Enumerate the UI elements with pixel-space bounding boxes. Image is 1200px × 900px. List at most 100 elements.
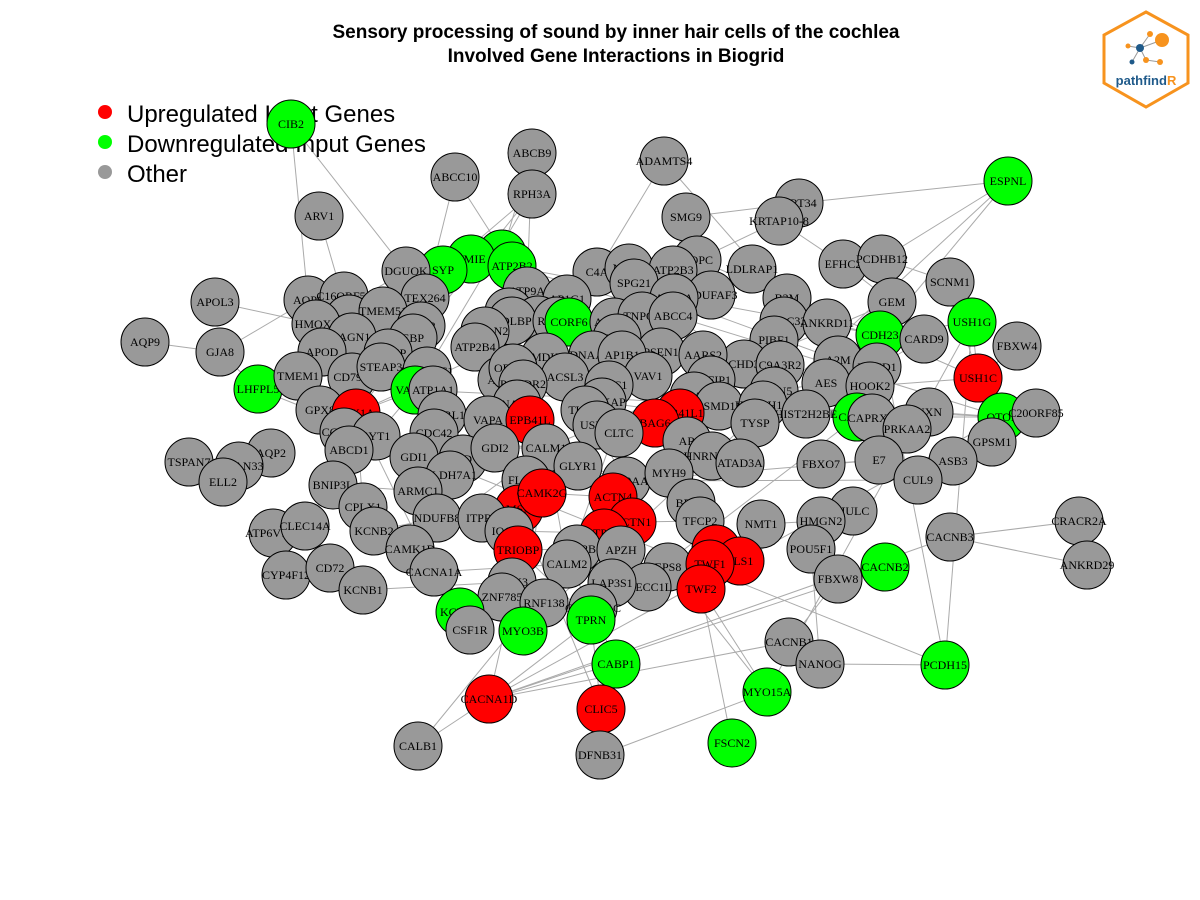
gene-node-cacnb3: CACNB3: [925, 512, 975, 562]
gene-node-label: ATP2B4: [454, 340, 495, 354]
gene-node-circle: [947, 297, 997, 347]
gene-node-label: RNF138: [523, 596, 564, 610]
gene-node-calb1: CALB1: [393, 721, 443, 771]
gene-node-circle: [953, 353, 1003, 403]
gene-node-cib2: CIB2: [266, 99, 316, 149]
gene-node-cacna1a: CACNA1A: [406, 547, 463, 597]
gene-node-label: SYP: [432, 263, 454, 277]
nodes-layer: CIB2ABCB9ADAMTS4ABCC10RPH3AESPNLKRT34ARV…: [120, 99, 1115, 780]
gene-node-label: PSMD11: [697, 399, 741, 413]
gene-node-label: USH1C: [959, 371, 997, 385]
gene-node-prkaa2: PRKAA2: [882, 404, 932, 454]
gene-node-label: HULC: [837, 504, 870, 518]
gene-node-label: ABCC10: [433, 170, 478, 184]
gene-node-label: FSCN2: [714, 736, 750, 750]
gene-node-rph3a: RPH3A: [507, 169, 557, 219]
gene-node-circle: [393, 721, 443, 771]
gene-node-label: BAG6: [639, 416, 670, 430]
gene-node-label: APZH: [605, 543, 637, 557]
gene-node-circle: [294, 191, 344, 241]
gene-node-krtap10-8: KRTAP10-8: [749, 196, 809, 246]
gene-node-label: HIST2H2BE: [775, 407, 838, 421]
gene-node-twf2: TWF2: [676, 564, 726, 614]
gene-node-label: POU5F1: [790, 542, 833, 556]
gene-node-circle: [920, 640, 970, 690]
gene-node-pcdhb12: PCDHB12: [856, 234, 908, 284]
gene-node-label: KRTAP10-8: [749, 214, 809, 228]
gene-node-circle: [594, 408, 644, 458]
gene-node-circle: [1011, 388, 1061, 438]
gene-node-circle: [190, 277, 240, 327]
gene-node-label: ACSL3: [547, 370, 584, 384]
gene-node-fbxw4: FBXW4: [992, 321, 1042, 371]
gene-node-label: GLYR1: [559, 459, 596, 473]
gene-node-label: CALM2: [547, 557, 588, 571]
gene-node-circle: [899, 314, 949, 364]
gene-node-label: CACNA1D: [461, 692, 518, 706]
gene-node-e7: E7: [854, 435, 904, 485]
gene-node-circle: [1062, 540, 1112, 590]
gene-node-circle: [517, 468, 567, 518]
gene-node-ell2: ELL2: [198, 457, 248, 507]
gene-node-espnl: ESPNL: [983, 156, 1033, 206]
gene-node-card9: CARD9: [899, 314, 949, 364]
gene-node-label: ARV1: [304, 209, 334, 223]
gene-node-circle: [795, 639, 845, 689]
gene-node-circle: [430, 152, 480, 202]
gene-node-label: AQP2: [256, 446, 286, 460]
gene-node-circle: [195, 327, 245, 377]
gene-node-label: C4A: [586, 265, 609, 279]
gene-node-dfnb31: DFNB31: [575, 730, 625, 780]
gene-node-label: FBXW8: [818, 572, 859, 586]
gene-node-label: APOL3: [196, 295, 233, 309]
gene-node-gpsm1: GPSM1: [967, 417, 1017, 467]
gene-node-label: TEX264: [404, 291, 445, 305]
gene-node-label: STEAP3: [360, 360, 403, 374]
gene-node-circle: [983, 156, 1033, 206]
gene-node-circle: [754, 196, 804, 246]
gene-node-label: ADAMTS4: [636, 154, 693, 168]
gene-node-label: CRACR2A: [1051, 514, 1107, 528]
gene-node-label: CACNA1A: [406, 565, 463, 579]
gene-node-circle: [727, 244, 777, 294]
gene-node-label: ABCC4: [654, 309, 693, 323]
gene-node-label: SMG9: [670, 210, 702, 224]
gene-node-label: NANOG: [798, 657, 842, 671]
gene-node-label: MYH9: [652, 466, 686, 480]
gene-node-label: PCDHB12: [856, 252, 908, 266]
gene-node-label: HMOX1: [295, 317, 338, 331]
gene-node-label: ANKRD29: [1060, 558, 1115, 572]
gene-node-tysp: TYSP: [730, 398, 780, 448]
gene-node-label: VAPA: [473, 413, 503, 427]
logo-text: pathfindR: [1116, 73, 1177, 88]
gene-node-camk2g: CAMK2G: [517, 468, 568, 518]
gene-node-label: CLIC5: [584, 702, 617, 716]
gene-node-nmt1: NMT1: [736, 499, 786, 549]
gene-node-circle: [198, 457, 248, 507]
gene-node-label: HMGN2: [800, 514, 843, 528]
gene-node-label: VAV1: [634, 369, 663, 383]
gene-node-cacna1d: CACNA1D: [461, 674, 518, 724]
gene-node-label: MYO3B: [502, 624, 544, 638]
gene-node-clic5: CLIC5: [576, 684, 626, 734]
gene-node-label: PRKAA2: [884, 422, 931, 436]
gene-node-label: CARD9: [904, 332, 943, 346]
gene-node-ankrd11: ANKRD11: [800, 298, 854, 348]
gene-node-label: CLTC: [604, 426, 634, 440]
gene-node-circle: [882, 404, 932, 454]
gene-node-label: SCNM1: [930, 275, 970, 289]
gene-node-tprn: TPRN: [566, 595, 616, 645]
gene-node-circle: [409, 547, 459, 597]
gene-node-efhc2: EFHC2: [818, 239, 868, 289]
gene-node-circle: [742, 667, 792, 717]
gene-node-label: AES: [815, 376, 838, 390]
gene-node-circle: [445, 605, 495, 655]
gene-node-label: APOD: [306, 345, 339, 359]
gene-node-label: ESPNL: [990, 174, 1027, 188]
pathfindr-logo: pathfindR: [1102, 10, 1190, 109]
gene-node-circle: [676, 564, 726, 614]
gene-node-circle: [566, 595, 616, 645]
gene-node-label: NMT1: [745, 517, 778, 531]
gene-node-circle: [925, 512, 975, 562]
